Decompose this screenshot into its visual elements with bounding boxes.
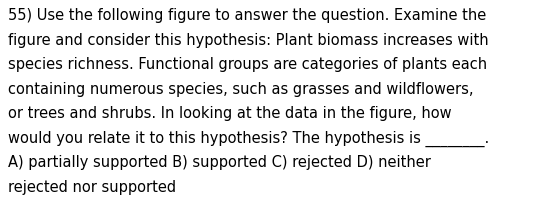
- Text: A) partially supported B) supported C) rejected D) neither: A) partially supported B) supported C) r…: [8, 155, 431, 170]
- Text: would you relate it to this hypothesis? The hypothesis is ________.: would you relate it to this hypothesis? …: [8, 131, 489, 147]
- Text: species richness. Functional groups are categories of plants each: species richness. Functional groups are …: [8, 57, 488, 72]
- Text: rejected nor supported: rejected nor supported: [8, 180, 176, 195]
- Text: containing numerous species, such as grasses and wildflowers,: containing numerous species, such as gra…: [8, 82, 474, 97]
- Text: or trees and shrubs. In looking at the data in the figure, how: or trees and shrubs. In looking at the d…: [8, 106, 452, 121]
- Text: 55) Use the following figure to answer the question. Examine the: 55) Use the following figure to answer t…: [8, 8, 487, 23]
- Text: figure and consider this hypothesis: Plant biomass increases with: figure and consider this hypothesis: Pla…: [8, 33, 489, 48]
